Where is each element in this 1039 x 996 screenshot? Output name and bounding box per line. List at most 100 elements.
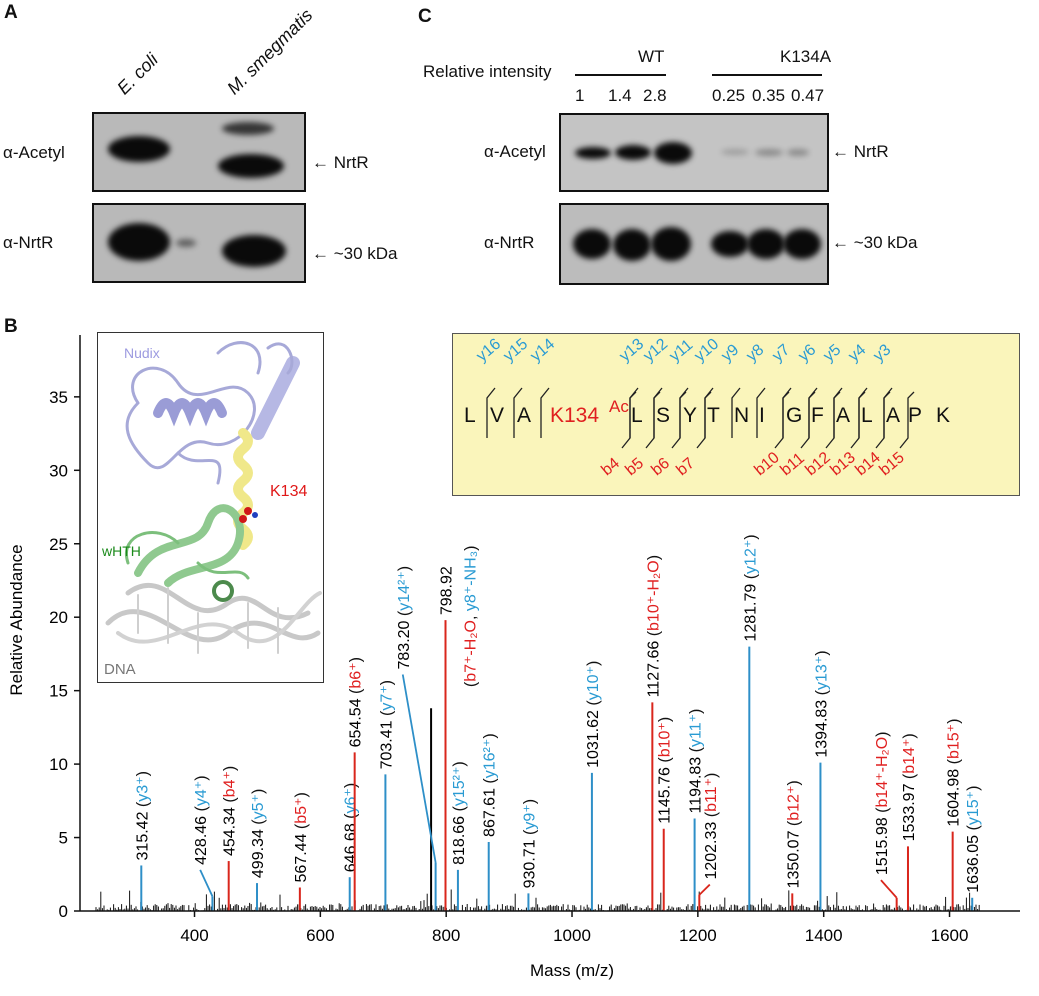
peak-mz: 867.61 bbox=[481, 788, 498, 837]
arrow-label-30kda-c: ← ~30 kDa bbox=[832, 233, 918, 252]
peak-ion: b15⁺ bbox=[945, 724, 962, 759]
peak-label: 654.54 (b6⁺) bbox=[347, 657, 364, 747]
peak-ion: ) bbox=[250, 789, 267, 794]
peak-mz: 1533.97 bbox=[900, 783, 917, 841]
group-label-k134a: K134A bbox=[780, 47, 832, 66]
peak-mz: 1636.05 bbox=[965, 835, 982, 893]
peak-ion: ( bbox=[656, 757, 673, 767]
peak-ion: ( bbox=[221, 797, 238, 807]
peak-ion: y12⁺ bbox=[742, 540, 759, 574]
blot-a-acetyl bbox=[92, 112, 306, 192]
band bbox=[613, 229, 651, 261]
peak-ion: ) bbox=[395, 566, 412, 571]
peak-ion: ) bbox=[521, 799, 538, 804]
peak-ion: ) bbox=[873, 732, 890, 737]
intensity-value: 0.35 bbox=[752, 86, 786, 105]
y-tick-label: 30 bbox=[49, 461, 68, 480]
peak-mz: 1604.98 bbox=[945, 769, 962, 827]
peak-label: 454.34 (b4⁺) bbox=[221, 766, 238, 856]
acetyl-modification: Ac bbox=[609, 397, 629, 416]
peak-label: 1604.98 (b15⁺) bbox=[945, 719, 962, 827]
peak-ion: ( bbox=[250, 819, 267, 829]
peak-ion: y7⁺ bbox=[378, 685, 395, 710]
peak-ion: b12⁺ bbox=[785, 786, 802, 821]
peak-ion: ) bbox=[342, 783, 359, 788]
peak-ion: y4⁺ bbox=[193, 781, 210, 806]
band bbox=[783, 229, 821, 259]
peak-ion: ) bbox=[450, 761, 467, 766]
x-tick-label: 800 bbox=[432, 926, 460, 945]
peak-label: 783.20 (y14²⁺) bbox=[395, 566, 412, 670]
peak-label: 798.92 bbox=[438, 566, 455, 615]
row-label-acetyl: α-Acetyl bbox=[3, 143, 65, 162]
band bbox=[222, 235, 286, 267]
peak-ion: b5⁺ bbox=[292, 798, 309, 824]
peak-ion: ( bbox=[813, 689, 830, 699]
row-label-nrtr: α-NrtR bbox=[3, 233, 54, 252]
peak-ion: y10⁺ bbox=[584, 666, 601, 700]
peak-ion: y11⁺ bbox=[687, 714, 704, 747]
peak-label: 1636.05 (y15⁺) bbox=[965, 786, 982, 893]
peptide-residue: G bbox=[786, 404, 803, 427]
peak-mz: 1515.98 bbox=[873, 817, 890, 875]
peak-ion: ) bbox=[656, 717, 673, 722]
peak-ion: ( bbox=[450, 805, 467, 815]
protein-structure-illustration bbox=[105, 341, 322, 654]
peak-ion: ) bbox=[785, 780, 802, 785]
peak-ion: ( bbox=[945, 758, 962, 768]
peak-ion: ) bbox=[347, 657, 364, 662]
peak-label: 867.61 (y16²⁺) bbox=[481, 733, 498, 837]
whth-label: wHTH bbox=[102, 543, 141, 559]
y-tick-label: 35 bbox=[49, 388, 68, 407]
band bbox=[615, 145, 651, 160]
peak-ion: b10⁺ bbox=[656, 722, 673, 757]
peak-mz: 703.41 bbox=[378, 720, 395, 769]
peak-mz: 315.42 bbox=[134, 811, 151, 860]
peak-label: 1394.83 (y13⁺) bbox=[813, 650, 830, 757]
peak-ion: ( bbox=[785, 820, 802, 830]
peak-mz: 783.20 bbox=[395, 620, 412, 669]
x-tick-label: 1000 bbox=[553, 926, 591, 945]
peptide-residue: S bbox=[656, 404, 671, 427]
blot-c-nrtr bbox=[559, 203, 829, 285]
peak-ion: ) bbox=[945, 719, 962, 724]
peptide-residue: K bbox=[936, 404, 951, 427]
b-cleavage-mark bbox=[825, 391, 841, 449]
panel-c-letter: C bbox=[418, 6, 432, 27]
peptide-residue: Y bbox=[683, 404, 698, 427]
structure-inset: Nudix K134 wHTH DNA bbox=[97, 332, 324, 683]
intensity-value: 1 bbox=[575, 86, 585, 105]
peak-ion: b4⁺ bbox=[221, 771, 238, 797]
b-cleavage-mark bbox=[696, 391, 712, 449]
row-label-acetyl-c: α-Acetyl bbox=[484, 142, 546, 161]
peptide-residue: A bbox=[836, 404, 851, 427]
peak-mz: 428.46 bbox=[193, 816, 210, 865]
y-axis-label: Relative Abundance bbox=[7, 544, 26, 695]
peak-label: 1127.66 (b10⁺-H₂O) bbox=[645, 555, 662, 697]
group-line-k134a bbox=[712, 74, 822, 76]
nudix-label: Nudix bbox=[124, 345, 160, 361]
band bbox=[108, 136, 170, 162]
peak-ion: ( bbox=[342, 813, 359, 823]
peak-ion: ( bbox=[702, 811, 719, 821]
panel-a-letter: A bbox=[4, 2, 18, 23]
peak-ion: ) bbox=[584, 661, 601, 666]
peak-ion: ( bbox=[347, 688, 364, 698]
peak-mz: 818.66 bbox=[450, 816, 467, 865]
b-cleavage-mark bbox=[774, 391, 790, 449]
peak-ion: y6⁺ bbox=[342, 788, 359, 813]
peak-ion: b14⁺ bbox=[900, 739, 917, 774]
b-cleavage-mark bbox=[850, 391, 866, 449]
peak-ion: ( bbox=[742, 573, 759, 583]
peak-ion: y15²⁺ bbox=[450, 767, 467, 807]
ion-part: y8⁺-NH₃ bbox=[462, 551, 479, 611]
peak-label: 315.42 (y3⁺) bbox=[134, 771, 151, 860]
peak-ion: ( bbox=[965, 824, 982, 834]
b-cleavage-mark bbox=[800, 391, 816, 449]
peak-ion: y14²⁺ bbox=[395, 571, 412, 611]
band bbox=[787, 149, 809, 156]
peptide-residue: A bbox=[886, 404, 901, 427]
peak-mz: 454.34 bbox=[221, 807, 238, 856]
peak-ion: ( bbox=[521, 829, 538, 839]
